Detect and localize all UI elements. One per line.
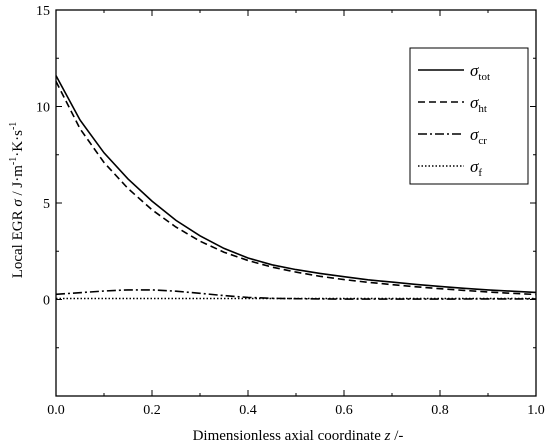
y-axis-title-unit: / J·m: [10, 165, 26, 200]
series-line-cr: [55, 289, 536, 300]
legend-label-f: σf: [470, 157, 482, 179]
series-layer: [55, 75, 537, 300]
legend-label-symbol: σ: [470, 61, 479, 80]
legend-label-subscript: ht: [478, 103, 487, 115]
x-tick-label: 0.8: [431, 403, 449, 418]
x-tick-label: 0.6: [335, 403, 353, 418]
legend-label-subscript: f: [478, 167, 482, 179]
legend-box: [409, 47, 529, 185]
y-axis-title-main: Local EGR: [10, 207, 26, 279]
legend-label-subscript: cr: [478, 135, 487, 147]
legend-label-symbol: σ: [470, 125, 479, 144]
series-line-tot: [55, 75, 537, 294]
y-axis-title-var: σ: [10, 199, 26, 207]
x-axis-title-main: Dimensionless axial coordinate: [193, 428, 385, 444]
series-line-ht: [55, 81, 537, 296]
y-axis-title-exp1: -1: [8, 157, 19, 165]
legend-label-ht: σht: [470, 93, 487, 115]
x-axis-title-var: z: [384, 428, 391, 444]
y-tick-label: 15: [36, 4, 50, 19]
x-tick-label: 0.4: [239, 403, 257, 418]
x-tick-label: 1.0: [527, 403, 545, 418]
y-axis-title-unit-mid: ·K·s: [10, 130, 26, 157]
x-tick-label: 0.2: [143, 403, 161, 418]
legend-label-tot: σtot: [470, 61, 490, 83]
y-axis-title: Local EGR σ / J·m-1·K·s-1: [8, 122, 26, 279]
ticks-layer: 0.0 0.2 0.4 0.6 0.8 1.0 0 5 10 15: [36, 4, 545, 418]
legend-label-symbol: σ: [470, 157, 479, 176]
y-tick-label: 5: [43, 197, 50, 212]
y-tick-label: 0: [43, 294, 50, 309]
y-tick-label: 10: [36, 101, 50, 116]
x-axis-title-unit: /-: [390, 428, 403, 444]
legend-label-cr: σcr: [470, 125, 487, 147]
legend-label-subscript: tot: [478, 71, 490, 83]
legend-label-symbol: σ: [470, 93, 479, 112]
y-axis-title-exp2: -1: [8, 122, 19, 130]
x-tick-label: 0.0: [47, 403, 65, 418]
x-axis-title: Dimensionless axial coordinate z /-: [193, 428, 404, 444]
